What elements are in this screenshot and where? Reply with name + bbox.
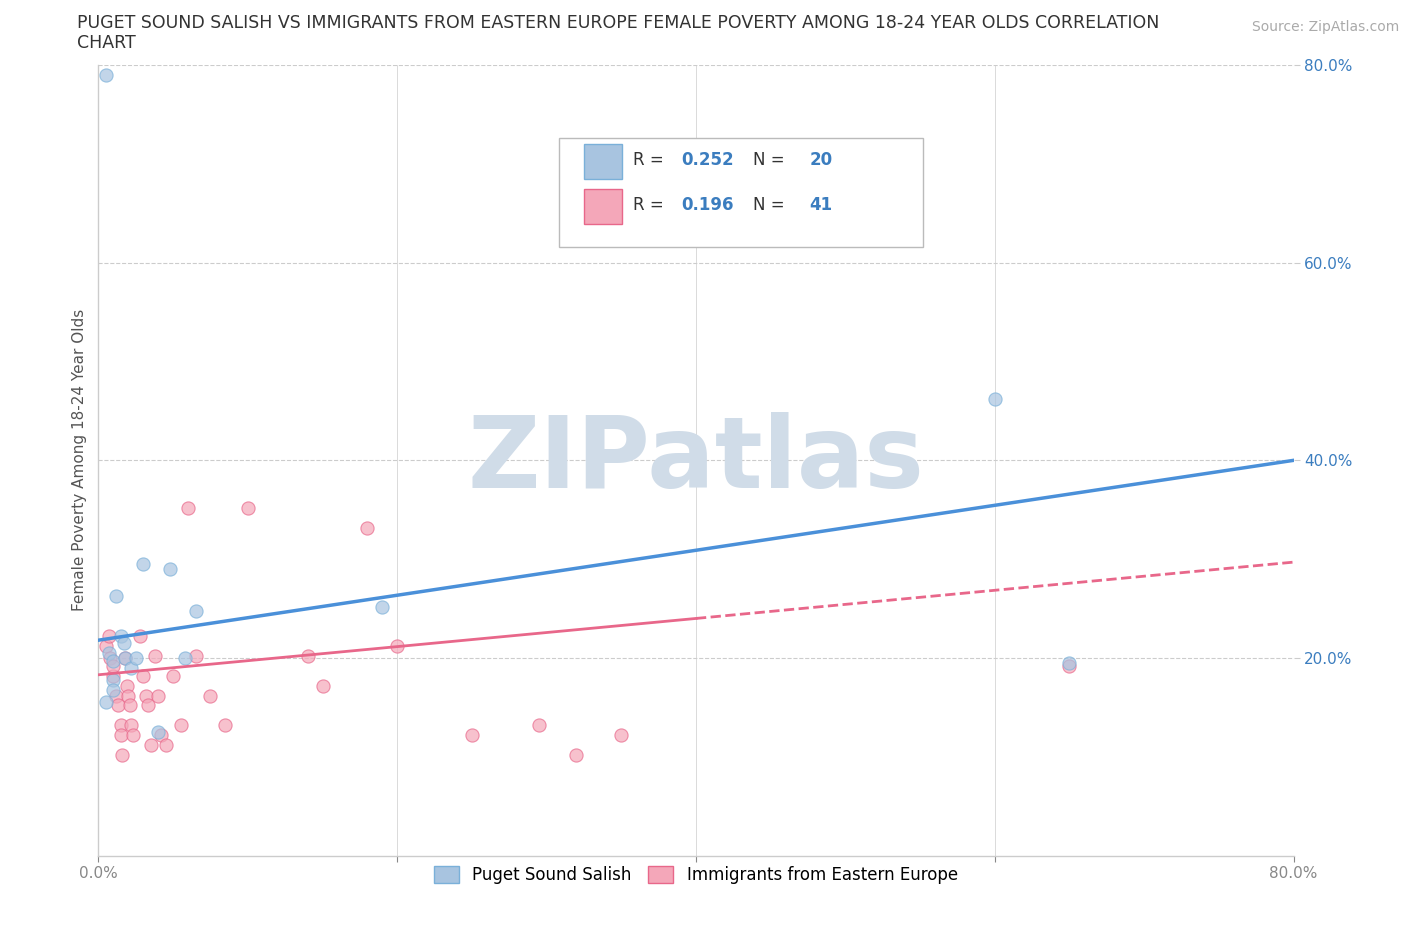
Y-axis label: Female Poverty Among 18-24 Year Olds: Female Poverty Among 18-24 Year Olds bbox=[72, 309, 87, 612]
Point bbox=[132, 557, 155, 572]
Point bbox=[143, 648, 166, 663]
Point bbox=[162, 669, 184, 684]
Point bbox=[184, 648, 207, 663]
FancyBboxPatch shape bbox=[558, 138, 922, 246]
Point bbox=[115, 678, 138, 693]
Point bbox=[297, 648, 319, 663]
Point bbox=[105, 589, 128, 604]
Point bbox=[98, 651, 122, 666]
Point bbox=[311, 678, 333, 693]
Point bbox=[97, 645, 120, 660]
Point bbox=[174, 651, 197, 666]
Point bbox=[110, 727, 132, 742]
Point bbox=[214, 718, 236, 733]
Point bbox=[177, 500, 200, 515]
Point bbox=[148, 688, 170, 703]
Point bbox=[117, 688, 139, 703]
Point bbox=[110, 629, 132, 644]
Point bbox=[200, 688, 222, 703]
Point bbox=[112, 636, 135, 651]
Point bbox=[94, 639, 117, 654]
Text: R =: R = bbox=[633, 151, 669, 169]
Point bbox=[129, 629, 152, 644]
Text: 0.196: 0.196 bbox=[682, 196, 734, 214]
Point bbox=[136, 698, 159, 713]
Text: R =: R = bbox=[633, 196, 669, 214]
Point bbox=[610, 727, 633, 742]
Text: 41: 41 bbox=[810, 196, 832, 214]
Point bbox=[150, 727, 173, 742]
Point bbox=[120, 718, 142, 733]
Text: CHART: CHART bbox=[77, 34, 136, 52]
Text: N =: N = bbox=[754, 151, 785, 169]
Point bbox=[94, 695, 117, 710]
Point bbox=[148, 724, 170, 739]
Legend: Puget Sound Salish, Immigrants from Eastern Europe: Puget Sound Salish, Immigrants from East… bbox=[427, 859, 965, 891]
Point bbox=[135, 688, 157, 703]
Point bbox=[103, 658, 125, 673]
Point bbox=[527, 718, 550, 733]
Text: 20: 20 bbox=[810, 151, 832, 169]
FancyBboxPatch shape bbox=[583, 144, 621, 179]
Point bbox=[120, 660, 142, 675]
Point bbox=[565, 748, 588, 763]
Text: N =: N = bbox=[754, 196, 785, 214]
Point bbox=[385, 639, 409, 654]
Point bbox=[159, 562, 181, 577]
Point bbox=[461, 727, 484, 742]
Point bbox=[97, 629, 120, 644]
Point bbox=[236, 500, 259, 515]
Point bbox=[118, 698, 141, 713]
Text: PUGET SOUND SALISH VS IMMIGRANTS FROM EASTERN EUROPE FEMALE POVERTY AMONG 18-24 : PUGET SOUND SALISH VS IMMIGRANTS FROM EA… bbox=[77, 14, 1160, 32]
Point bbox=[1059, 658, 1081, 673]
Point bbox=[139, 737, 162, 752]
Point bbox=[984, 392, 1007, 406]
Point bbox=[155, 737, 177, 752]
Point bbox=[1059, 656, 1081, 671]
Point bbox=[105, 688, 128, 703]
Point bbox=[184, 604, 207, 618]
Point bbox=[121, 727, 143, 742]
Point bbox=[132, 669, 155, 684]
Point bbox=[103, 672, 125, 687]
Point bbox=[114, 651, 136, 666]
Point bbox=[103, 669, 125, 684]
FancyBboxPatch shape bbox=[583, 189, 621, 224]
Point bbox=[107, 698, 129, 713]
Text: 0.252: 0.252 bbox=[682, 151, 734, 169]
Point bbox=[169, 718, 191, 733]
Point bbox=[356, 520, 378, 535]
Point bbox=[103, 683, 125, 698]
Point bbox=[103, 654, 125, 669]
Point bbox=[110, 718, 132, 733]
Text: Source: ZipAtlas.com: Source: ZipAtlas.com bbox=[1251, 20, 1399, 34]
Point bbox=[114, 651, 136, 666]
Point bbox=[125, 651, 148, 666]
Point bbox=[371, 599, 394, 614]
Text: ZIPatlas: ZIPatlas bbox=[468, 412, 924, 509]
Point bbox=[94, 68, 117, 83]
Point bbox=[111, 748, 134, 763]
